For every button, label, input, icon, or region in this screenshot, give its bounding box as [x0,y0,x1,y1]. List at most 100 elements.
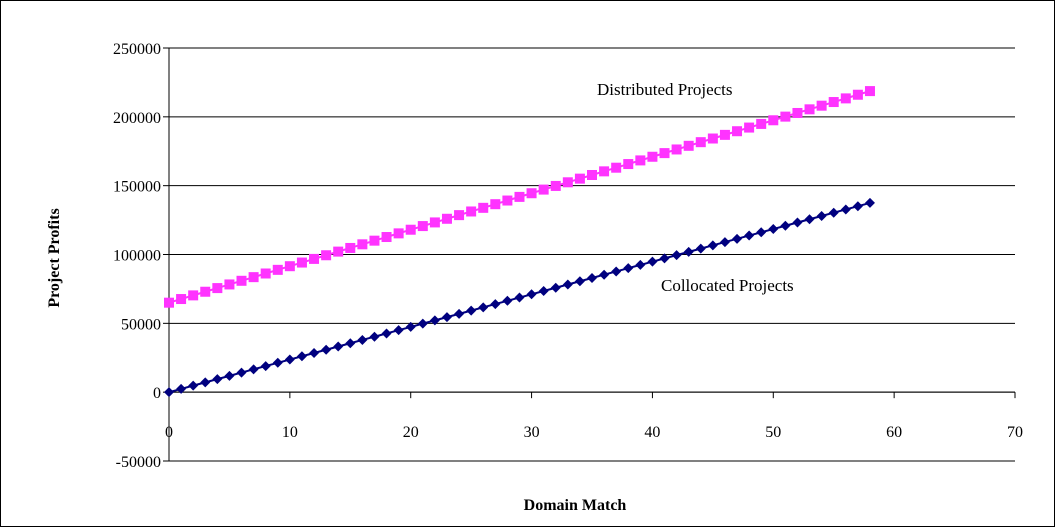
marker-square [635,155,646,166]
marker-square [333,246,344,257]
marker-diamond [357,334,368,345]
marker-diamond [296,351,307,362]
marker-square [840,93,851,104]
marker-square [478,202,489,213]
marker-diamond [200,377,211,388]
marker-square [502,195,513,206]
x-tick-label: 70 [1007,424,1023,441]
marker-diamond [768,224,779,235]
marker-square [550,180,561,191]
marker-diamond [816,210,827,221]
marker-square [309,253,320,264]
marker-diamond [695,243,706,254]
x-tick-label: 10 [282,424,298,441]
marker-diamond [864,197,875,208]
marker-square [345,242,356,253]
series-label-collocated: Collocated Projects [661,276,794,295]
marker-diamond [526,289,537,300]
marker-square [538,184,549,195]
marker-diamond [454,308,465,319]
marker-square [562,177,573,188]
marker-diamond [212,374,223,385]
marker-diamond [345,338,356,349]
marker-diamond [852,201,863,212]
marker-diamond [417,318,428,329]
marker-diamond [333,341,344,352]
marker-diamond [707,240,718,251]
marker-square [804,104,815,115]
marker-square [224,279,235,290]
marker-diamond [647,256,658,267]
marker-diamond [538,286,549,297]
marker-square [659,148,670,159]
marker-square [611,162,622,173]
marker-diamond [550,282,561,293]
marker-square [695,137,706,148]
marker-diamond [248,364,259,375]
marker-square [864,86,875,97]
marker-square [792,107,803,118]
marker-square [744,122,755,133]
marker-square [574,173,585,184]
marker-diamond [780,220,791,231]
y-tick-label: -50000 [116,454,161,471]
marker-square [357,239,368,250]
marker-diamond [381,328,392,339]
marker-diamond [478,302,489,313]
marker-diamond [393,325,404,336]
marker-square [756,118,767,129]
marker-diamond [429,315,440,326]
marker-diamond [369,331,380,342]
x-tick-label: 30 [524,424,540,441]
marker-square [429,217,440,228]
marker-diamond [587,272,597,283]
y-axis-title: Project Profits [46,208,63,307]
marker-square [466,206,477,217]
marker-square [212,283,223,294]
marker-diamond [405,321,416,332]
y-tick-label: 250000 [113,41,161,58]
x-tick-label: 50 [765,424,781,441]
marker-square [647,151,658,162]
marker-square [707,133,718,144]
marker-square [236,275,247,286]
marker-diamond [599,269,610,280]
x-tick-label: 0 [165,424,173,441]
marker-diamond [164,387,174,398]
marker-square [164,297,174,308]
marker-diamond [188,380,199,391]
marker-diamond [562,279,573,290]
marker-diamond [321,344,332,355]
marker-diamond [659,253,670,264]
marker-square [381,232,392,243]
marker-square [816,100,827,111]
marker-diamond [792,217,803,228]
marker-square [248,272,259,283]
marker-square [623,159,634,170]
marker-square [284,261,295,272]
marker-diamond [502,295,513,306]
marker-diamond [441,312,452,323]
marker-diamond [260,361,271,372]
marker-square [526,188,537,199]
marker-square [683,140,694,151]
marker-square [176,294,187,305]
marker-diamond [466,305,477,316]
marker-square [441,213,452,224]
marker-square [393,228,404,239]
marker-diamond [272,357,283,368]
marker-square [321,250,332,261]
marker-diamond [490,299,501,310]
y-tick-label: 150000 [113,179,161,196]
marker-diamond [611,266,622,277]
marker-square [732,126,743,137]
y-tick-label: 0 [153,385,161,402]
marker-diamond [719,237,730,248]
marker-diamond [671,250,682,261]
marker-square [296,257,307,268]
marker-square [454,210,465,221]
marker-diamond [840,204,851,215]
